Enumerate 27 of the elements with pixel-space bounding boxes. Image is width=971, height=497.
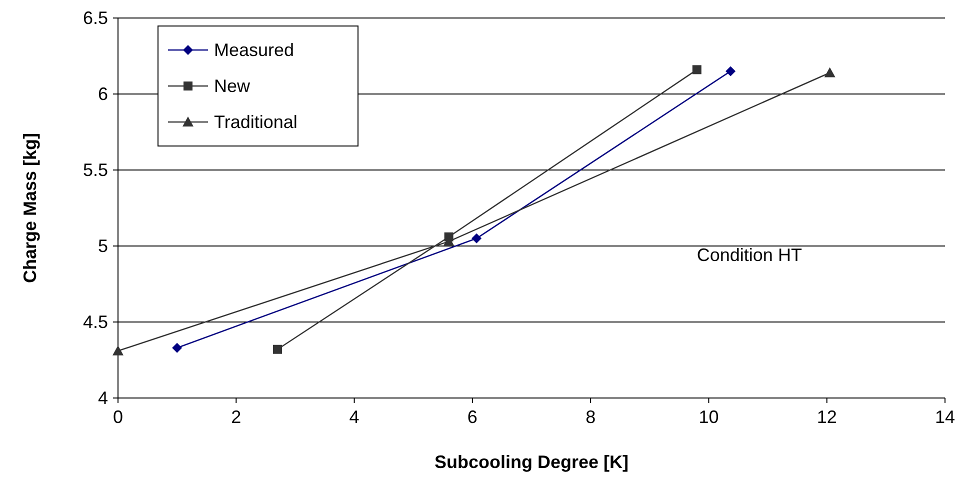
x-tick-label: 6	[467, 407, 478, 427]
y-tick-label: 4	[98, 388, 108, 408]
x-tick-label: 8	[586, 407, 596, 427]
x-tick-label: 10	[698, 407, 719, 427]
x-tick-label: 12	[816, 407, 837, 427]
point	[726, 66, 736, 76]
y-tick-label: 6	[98, 84, 108, 104]
y-tick-label: 5.5	[82, 160, 108, 180]
x-axis-title: Subcooling Degree [K]	[434, 452, 629, 472]
legend-label: Measured	[214, 40, 294, 60]
point	[824, 67, 836, 78]
x-tick-label: 4	[349, 407, 360, 427]
x-tick-label: 14	[934, 407, 956, 427]
legend-label: New	[214, 76, 252, 96]
y-tick-label: 6.5	[82, 8, 108, 28]
point	[172, 342, 182, 353]
point	[272, 344, 282, 354]
y-axis-title: Charge Mass [kg]	[20, 132, 40, 284]
point	[472, 233, 482, 244]
y-tick-label: 5	[98, 236, 108, 256]
x-tick-label: 2	[231, 407, 242, 427]
y-tick-label: 4.5	[82, 312, 108, 332]
legend-label: Traditional	[214, 112, 298, 132]
point	[692, 65, 702, 74]
point	[112, 345, 124, 356]
x-tick-label: 0	[112, 407, 124, 427]
annotation: Condition HT	[696, 245, 802, 266]
